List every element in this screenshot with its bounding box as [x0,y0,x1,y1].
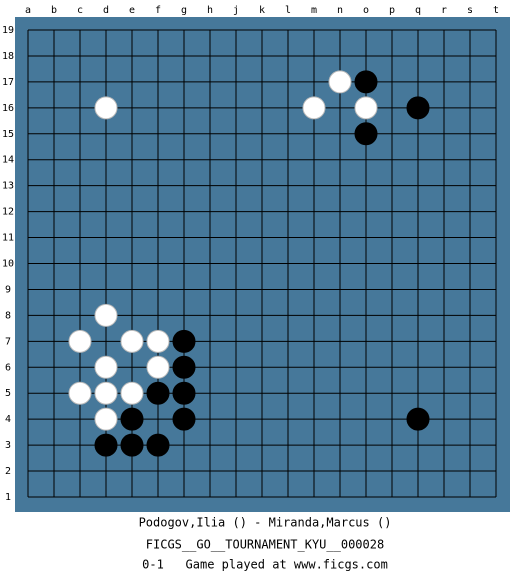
white-stone [146,355,170,379]
coordinates: a b c d e f g h j k l m n o p q r s t191817161514131211109… [2,5,499,503]
black-stone [120,433,144,457]
black-stone [94,433,118,457]
white-stone [302,96,326,120]
row-label: 13 [2,181,14,192]
row-label: 14 [2,155,14,166]
row-label: 7 [5,336,11,347]
white-stone [94,96,118,120]
white-stone [120,329,144,353]
column-label: c [77,5,83,16]
event: FICGS__GO__TOURNAMENT_KYU__000028 [146,538,384,552]
row-label: 16 [2,103,14,114]
white-stone [68,329,92,353]
column-label: o [363,5,369,16]
white-stone [328,70,352,94]
row-label: 10 [2,259,14,270]
white-stone [68,381,92,405]
white-stone [354,96,378,120]
row-label: 12 [2,207,14,218]
column-label: s [467,5,473,16]
column-label: j [233,5,239,16]
row-label: 9 [5,284,11,295]
black-stone [146,381,170,405]
row-label: 11 [2,233,14,244]
black-stone [354,70,378,94]
black-stone [354,122,378,146]
black-stone [406,96,430,120]
row-label: 1 [5,492,11,503]
column-label: k [259,5,265,16]
black-stone [146,433,170,457]
row-label: 3 [5,440,11,451]
column-label: b [51,5,57,16]
white-stone [94,303,118,327]
players: Podogov,Ilia () - Miranda,Marcus () [139,516,392,530]
black-stone [406,407,430,431]
white-stone [94,381,118,405]
column-label: e [129,5,135,16]
column-label: g [181,5,187,16]
row-label: 4 [5,414,11,425]
black-stone [172,329,196,353]
column-label: r [441,5,447,16]
row-label: 5 [5,388,11,399]
white-stone [94,355,118,379]
white-stone [120,381,144,405]
column-label: n [337,5,343,16]
column-label: p [389,5,395,16]
row-label: 6 [5,362,11,373]
column-label: f [155,5,161,16]
column-label: q [415,5,421,16]
row-label: 18 [2,51,14,62]
column-label: h [207,5,213,16]
column-label: l [285,5,291,16]
stones [68,70,430,457]
white-stone [94,407,118,431]
black-stone [172,381,196,405]
row-label: 19 [2,25,14,36]
white-stone [146,329,170,353]
black-stone [172,407,196,431]
column-label: t [493,5,499,16]
row-label: 2 [5,466,11,477]
column-label: d [103,5,109,16]
column-label: a [25,5,31,16]
column-label: m [311,5,317,16]
row-label: 15 [2,129,14,140]
black-stone [120,407,144,431]
result-line: 0-1 Game played at www.ficgs.com [142,558,388,572]
row-label: 17 [2,77,14,88]
row-label: 8 [5,310,11,321]
black-stone [172,355,196,379]
